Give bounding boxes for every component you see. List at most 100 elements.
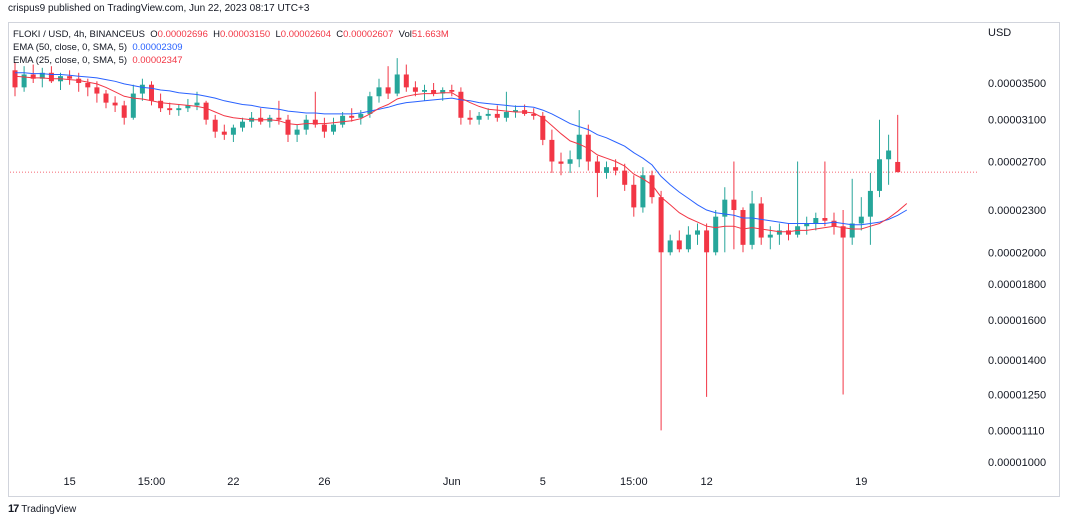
candle-body [667,240,673,253]
candle-body [713,216,719,253]
candle-body [185,105,191,109]
candle-body [85,83,91,88]
tradingview-name: TradingView [21,503,77,515]
candle-body [321,124,327,132]
candle-body [158,100,164,109]
candle-body [422,89,427,92]
candle-body [877,159,882,191]
candle-body [786,230,791,235]
ema25-value: 0.00002347 [132,55,183,66]
high-value: 0.00003150 [220,29,271,40]
x-tick-label: 5 [540,476,546,488]
candle-body [121,105,127,118]
candle-body [749,203,755,245]
candle-body [867,190,873,217]
symbol-label[interactable]: FLOKI / USD, 4h, BINANCEUS [13,29,145,40]
candle-body [112,102,118,106]
candle-body [613,167,619,171]
low-label: L [275,29,281,40]
x-tick-label: 12 [700,476,712,488]
y-tick-label: 0.00002700 [988,157,1046,169]
candle-body [349,115,355,118]
y-tick-label: 0.00003500 [988,78,1046,90]
candle-body [886,150,892,160]
candle-body [695,230,700,235]
x-tick-label: 15:00 [138,476,166,488]
candle-body [340,115,346,125]
candle-body [704,230,710,253]
x-tick-label: 15 [63,476,75,488]
attribution-text: crispus9 published on TradingView.com, J… [8,3,310,14]
candle-body [895,161,901,173]
candle-body [831,220,837,227]
tradingview-logo: 17 TradingView [8,503,76,515]
candle-body [149,84,154,101]
y-tick-label: 0.00002300 [988,205,1046,217]
candle-body [622,170,628,185]
tradingview-mark-icon: 17 [8,503,19,515]
candle-body [513,110,518,113]
ema50-row[interactable]: EMA (50, close, 0, SMA, 5) 0.00002309 [13,41,449,54]
candle-body [385,87,391,94]
candle-body [776,230,782,235]
y-tick-label: 0.00001250 [988,389,1046,401]
candle-body [139,84,145,94]
candle-body [376,87,382,97]
candle-body [221,131,227,135]
candle-body [312,119,318,125]
y-tick-label: 0.00001800 [988,279,1046,291]
high-label: H [213,29,221,40]
candle-body [203,102,209,120]
chart-frame[interactable] [8,22,1060,497]
candle-body [276,117,282,120]
candle-body [440,89,446,94]
candle-body [358,113,364,118]
ohlc-row: FLOKI / USD, 4h, BINANCEUS O0.00002696 H… [13,28,449,41]
y-tick-label: 0.00001000 [988,457,1046,469]
candle-body [594,161,600,173]
candle-body [549,139,555,162]
candle-body [103,93,109,103]
candle-body [631,184,637,208]
candle-body [39,72,45,79]
candle-body [567,159,573,164]
candle-body [494,113,500,118]
y-tick-label: 0.00003100 [988,115,1046,127]
candle-body [458,91,464,118]
candle-body [476,115,482,120]
candle-body [12,70,18,88]
candle-body [503,112,509,118]
ema25-label: EMA (25, close, 0, SMA, 5) [13,55,128,66]
candle-body [858,216,864,224]
y-tick-label: 0.00001600 [988,315,1046,327]
candle-body [676,240,682,250]
y-tick-label: 0.00001400 [988,355,1046,367]
y-tick-label: 0.00002000 [988,247,1046,259]
candle-body [767,234,773,238]
candle-body [731,199,737,211]
candle-body [21,74,27,88]
x-tick-label: 19 [855,476,867,488]
candle-body [649,175,655,198]
volume-value: 51.663M [411,29,449,40]
candle-body [367,96,373,114]
candle-body [230,127,236,135]
x-tick-label: Jun [443,476,461,488]
x-tick-label: 15:00 [620,476,648,488]
candle-body [212,119,218,132]
candle-body [285,119,291,135]
candle-body [240,121,245,128]
legend-panel: FLOKI / USD, 4h, BINANCEUS O0.00002696 H… [13,28,449,67]
candle-body [167,108,173,111]
ema25-row[interactable]: EMA (25, close, 0, SMA, 5) 0.00002347 [13,54,449,67]
candle-body [294,129,300,135]
candle-body [394,74,400,94]
currency-label: USD [988,27,1012,39]
candle-body [67,76,73,79]
candle-body [403,74,409,88]
candle-body [431,89,437,94]
close-label: C [336,29,344,40]
close-value: 0.00002607 [343,29,394,40]
candle-body [658,197,664,253]
